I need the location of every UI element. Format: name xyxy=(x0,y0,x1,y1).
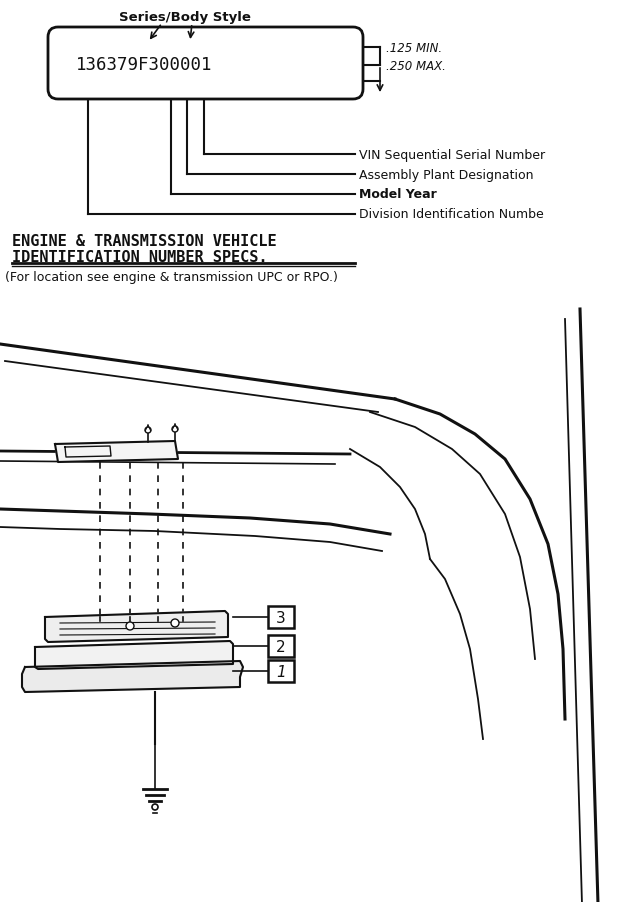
Polygon shape xyxy=(22,661,243,692)
Text: Assembly Plant Designation: Assembly Plant Designation xyxy=(359,169,534,181)
Circle shape xyxy=(171,620,179,627)
Bar xyxy=(268,660,294,682)
Text: ENGINE & TRANSMISSION VEHICLE: ENGINE & TRANSMISSION VEHICLE xyxy=(12,235,276,249)
Text: Division Identification Numbe: Division Identification Numbe xyxy=(359,208,544,221)
Text: .125 MIN.: .125 MIN. xyxy=(386,42,442,55)
Text: 136379F300001: 136379F300001 xyxy=(76,56,212,74)
Polygon shape xyxy=(35,641,233,669)
Circle shape xyxy=(145,428,151,434)
Text: 1: 1 xyxy=(276,665,286,680)
Text: IDENTIFICATION NUMBER SPECS.: IDENTIFICATION NUMBER SPECS. xyxy=(12,250,268,265)
Text: Series/Body Style: Series/Body Style xyxy=(119,12,251,24)
Text: .250 MAX.: .250 MAX. xyxy=(386,60,446,73)
Circle shape xyxy=(172,427,178,433)
Bar xyxy=(268,635,294,658)
Text: Model Year: Model Year xyxy=(359,189,436,201)
Text: 2: 2 xyxy=(276,640,286,655)
Text: VIN Sequential Serial Number: VIN Sequential Serial Number xyxy=(359,148,545,161)
Polygon shape xyxy=(55,441,178,463)
Text: 3: 3 xyxy=(276,611,286,626)
Circle shape xyxy=(126,622,134,630)
Bar xyxy=(268,606,294,629)
Text: (For location see engine & transmission UPC or RPO.): (For location see engine & transmission … xyxy=(5,272,338,284)
Circle shape xyxy=(152,804,158,810)
FancyBboxPatch shape xyxy=(48,28,363,100)
Polygon shape xyxy=(45,612,228,642)
